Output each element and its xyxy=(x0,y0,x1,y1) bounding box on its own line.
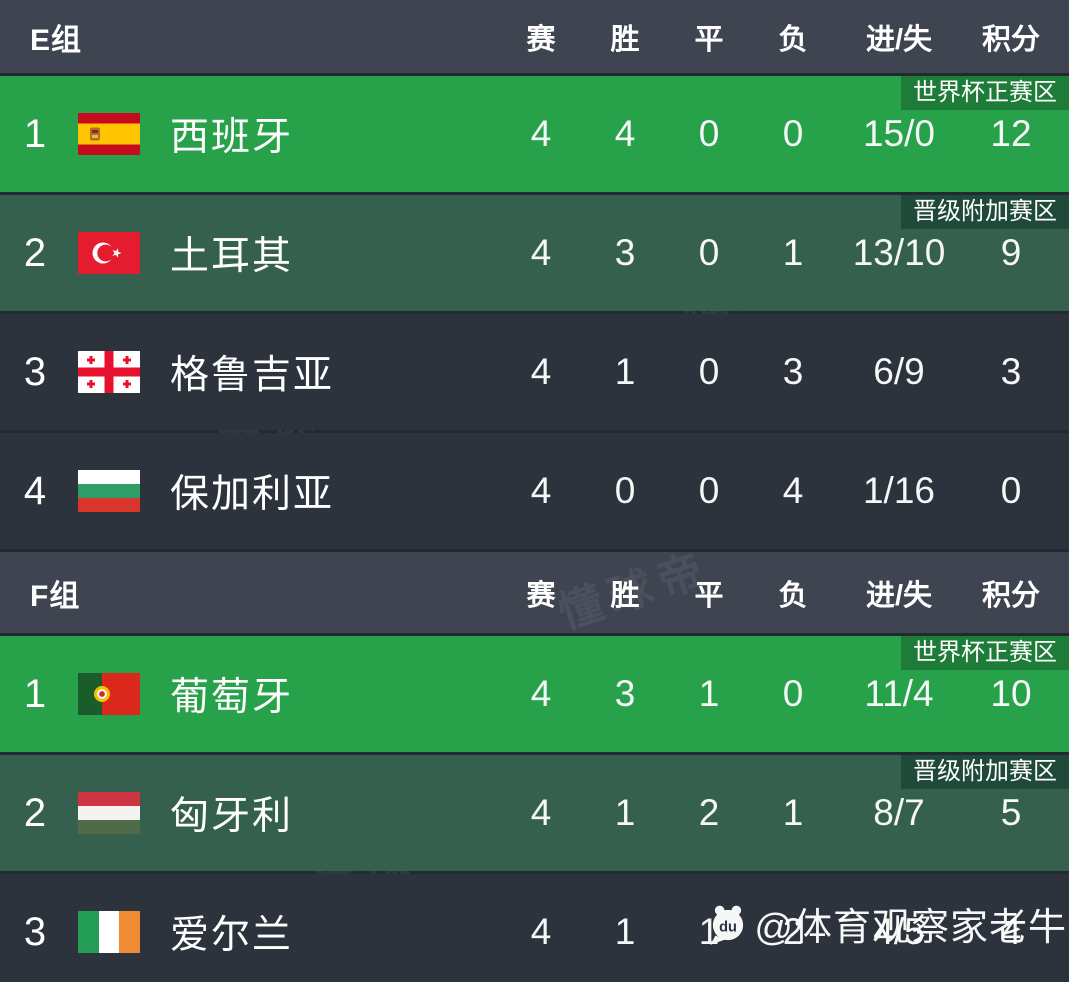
column-header-played: 赛 xyxy=(526,579,556,612)
stat-played: 4 xyxy=(530,911,552,952)
team-row[interactable]: 1 葡萄牙 4 3 1 0 11/4 10 世界杯正赛区 xyxy=(0,636,1069,752)
turkey-flag-icon xyxy=(78,232,140,274)
stat-drawn: 2 xyxy=(698,792,720,833)
stat-goals: 4/5 xyxy=(873,911,925,952)
stat-goals: 11/4 xyxy=(864,673,934,714)
team-rank: 3 xyxy=(23,349,47,394)
stat-won: 3 xyxy=(614,673,636,714)
group-label: E组 xyxy=(30,23,83,57)
stat-points: 10 xyxy=(990,673,1032,714)
stat-goals: 15/0 xyxy=(862,113,935,154)
team-name: 西班牙 xyxy=(170,116,294,159)
column-header-lost: 负 xyxy=(778,23,808,56)
team-name: 保加利亚 xyxy=(170,473,335,516)
column-header-lost: 负 xyxy=(778,579,808,612)
stat-played: 4 xyxy=(530,351,552,392)
stat-lost: 1 xyxy=(782,232,804,273)
column-header-won: 胜 xyxy=(610,579,640,612)
stat-won: 0 xyxy=(614,470,636,511)
team-name: 格鲁吉亚 xyxy=(170,354,335,397)
georgia-flag-icon xyxy=(78,351,140,393)
stat-won: 3 xyxy=(614,232,636,273)
team-rank: 2 xyxy=(23,790,47,835)
column-header-won: 胜 xyxy=(610,23,640,56)
qualification-badge: 晋级附加赛区 xyxy=(901,755,1069,789)
team-row[interactable]: 1 西班牙 4 4 0 0 15/0 12 世界杯正赛区 xyxy=(0,76,1069,192)
column-header-drawn: 平 xyxy=(694,579,724,612)
column-header-played: 赛 xyxy=(526,23,556,56)
team-rank: 1 xyxy=(23,671,47,716)
stat-lost: 3 xyxy=(782,351,804,392)
svg-text:du: du xyxy=(720,919,738,935)
team-row[interactable]: 4 保加利亚 4 0 0 4 1/16 0 xyxy=(0,433,1069,549)
stat-lost: 2 xyxy=(782,911,804,952)
hungary-flag-icon xyxy=(78,792,140,834)
qualification-badge: 晋级附加赛区 xyxy=(901,195,1069,229)
group-header: F组 赛 胜 平 负 进/失 积分 xyxy=(0,552,1069,633)
stat-goals: 1/16 xyxy=(862,470,935,511)
column-header-points: 积分 xyxy=(981,579,1040,612)
spain-flag-icon xyxy=(78,113,140,155)
stat-points: 4 xyxy=(1000,911,1022,952)
team-row[interactable]: 2 匈牙利 4 1 2 1 8/7 5 晋级附加赛区 xyxy=(0,755,1069,871)
stat-goals: 13/10 xyxy=(852,232,946,273)
team-rank: 1 xyxy=(23,111,47,156)
stat-lost: 4 xyxy=(782,470,804,511)
stat-drawn: 0 xyxy=(698,232,720,273)
stat-played: 4 xyxy=(530,470,552,511)
team-name: 葡萄牙 xyxy=(170,676,294,719)
stat-drawn: 1 xyxy=(698,673,720,714)
team-rank: 2 xyxy=(23,230,47,275)
ireland-flag-icon xyxy=(78,911,140,953)
stat-goals: 6/9 xyxy=(873,351,925,392)
qualification-badge: 世界杯正赛区 xyxy=(901,76,1069,110)
author-watermark-text: @体育观察家老牛 xyxy=(754,907,1067,949)
stat-points: 0 xyxy=(1000,470,1022,511)
stat-lost: 0 xyxy=(782,673,804,714)
stat-won: 1 xyxy=(614,792,636,833)
stat-lost: 1 xyxy=(782,792,804,833)
stat-played: 4 xyxy=(530,673,552,714)
column-header-goals: 进/失 xyxy=(865,579,933,612)
portugal-flag-icon xyxy=(78,673,140,715)
team-rank: 4 xyxy=(23,468,47,513)
team-rank: 3 xyxy=(23,909,47,954)
stat-won: 1 xyxy=(614,911,636,952)
stat-played: 4 xyxy=(530,113,552,154)
stat-goals: 8/7 xyxy=(873,792,925,833)
team-name: 土耳其 xyxy=(170,235,294,278)
author-watermark: du @体育观察家老牛 xyxy=(704,896,1067,951)
team-name: 爱尔兰 xyxy=(170,914,294,957)
baidu-paw-icon: du xyxy=(710,905,744,945)
column-header-goals: 进/失 xyxy=(865,23,933,56)
qualification-badge: 世界杯正赛区 xyxy=(901,636,1069,670)
bulgaria-flag-icon xyxy=(78,470,140,512)
team-name: 匈牙利 xyxy=(170,795,294,838)
team-row[interactable]: 2 土耳其 4 3 0 1 13/10 9 晋级附加赛区 xyxy=(0,195,1069,311)
stat-won: 4 xyxy=(614,113,636,154)
stat-drawn: 0 xyxy=(698,351,720,392)
stat-played: 4 xyxy=(530,792,552,833)
group-label: F组 xyxy=(30,579,81,613)
team-row[interactable]: 3 格鲁吉亚 4 1 0 3 6/9 3 xyxy=(0,314,1069,430)
column-header-points: 积分 xyxy=(981,23,1040,56)
stat-drawn: 0 xyxy=(698,113,720,154)
stat-drawn: 0 xyxy=(698,470,720,511)
group-header: E组 赛 胜 平 负 进/失 积分 xyxy=(0,0,1069,73)
stat-lost: 0 xyxy=(782,113,804,154)
column-header-drawn: 平 xyxy=(694,23,724,56)
stat-won: 1 xyxy=(614,351,636,392)
stat-points: 12 xyxy=(990,113,1032,154)
stat-points: 5 xyxy=(1000,792,1022,833)
stat-points: 3 xyxy=(1000,351,1022,392)
stat-points: 9 xyxy=(1000,232,1022,273)
stat-played: 4 xyxy=(530,232,552,273)
